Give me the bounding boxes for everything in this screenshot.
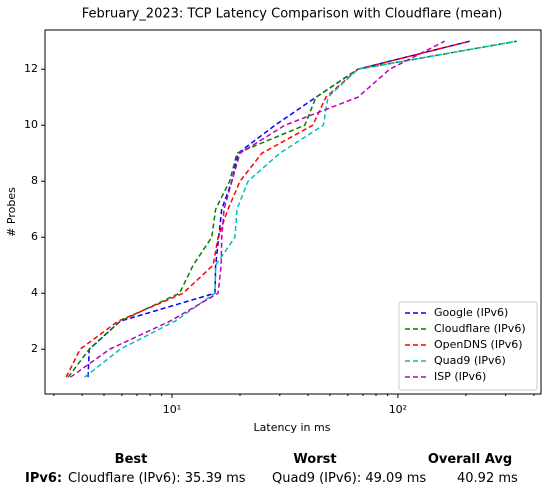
table-header: Best <box>114 452 148 467</box>
row-label: IPv6: <box>25 471 63 486</box>
legend-label: Quad9 (IPv6) <box>434 354 506 367</box>
series-line <box>87 40 470 378</box>
series-line <box>84 40 517 378</box>
y-tick-label: 4 <box>31 286 38 299</box>
table-header: Worst <box>293 452 337 467</box>
legend-label: OpenDNS (IPv6) <box>434 338 523 351</box>
legend-label: Cloudflare (IPv6) <box>434 322 526 335</box>
chart-title: February_2023: TCP Latency Comparison wi… <box>82 7 503 22</box>
y-axis-label: # Probes <box>5 187 18 237</box>
x-tick-label: 10² <box>389 403 407 416</box>
x-tick-label: 10¹ <box>163 403 181 416</box>
y-tick-label: 2 <box>31 342 38 355</box>
series-line <box>69 40 445 378</box>
y-tick-label: 8 <box>31 174 38 187</box>
legend-box <box>398 301 538 391</box>
table-cell: Cloudflare (IPv6): 35.39 ms <box>68 471 246 486</box>
y-tick-label: 6 <box>31 230 38 243</box>
chart: February_2023: TCP Latency Comparison wi… <box>5 7 542 434</box>
table-header: Overall Avg <box>427 452 513 467</box>
series-line <box>67 40 517 378</box>
series-line <box>65 40 470 378</box>
y-tick-label: 10 <box>24 118 38 131</box>
table-cell: Quad9 (IPv6): 49.09 ms <box>272 471 427 486</box>
y-tick-label: 12 <box>24 62 38 75</box>
x-axis-label: Latency in ms <box>254 421 331 434</box>
legend-label: ISP (IPv6) <box>434 370 486 383</box>
table-cell: 40.92 ms <box>457 471 518 486</box>
plot-frame <box>44 29 542 395</box>
legend-label: Google (IPv6) <box>434 306 508 319</box>
